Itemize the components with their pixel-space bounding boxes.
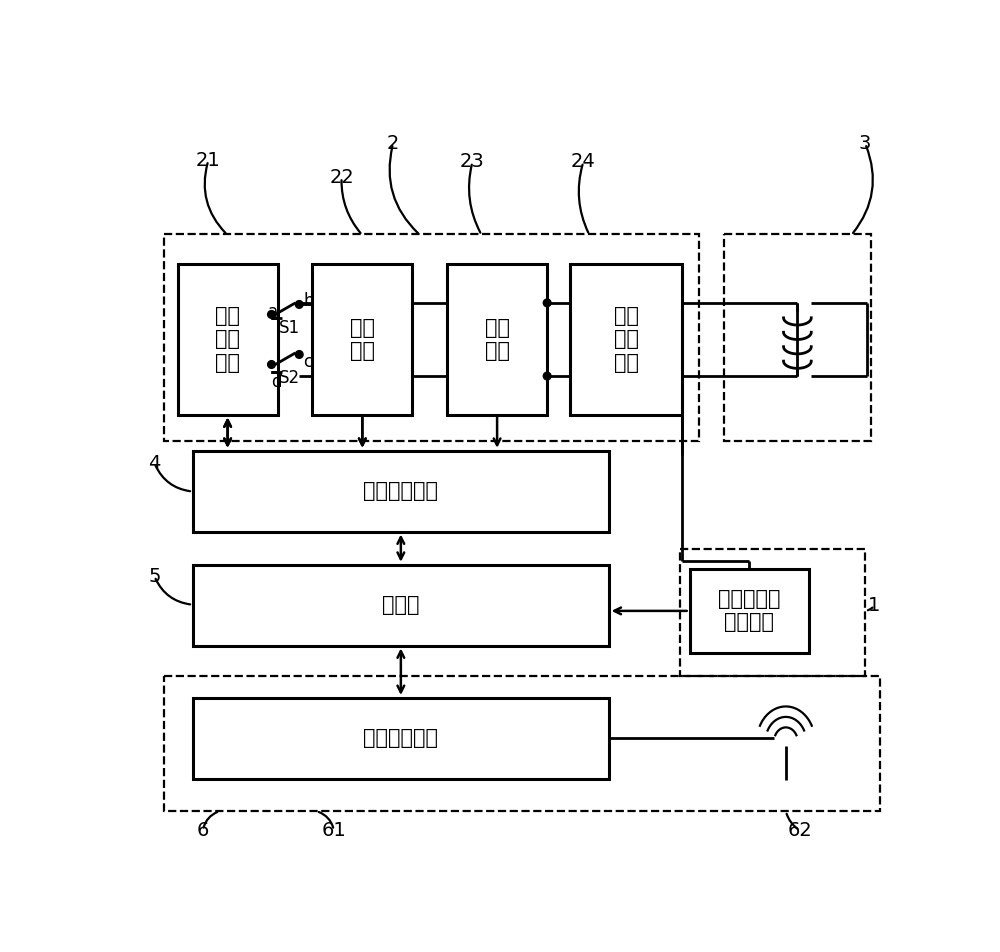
Text: 61: 61 bbox=[321, 821, 346, 840]
Text: 24: 24 bbox=[571, 152, 596, 171]
Text: 3: 3 bbox=[859, 134, 871, 153]
Text: S2: S2 bbox=[279, 368, 300, 387]
Bar bbox=[193, 698, 609, 779]
Bar bbox=[570, 265, 682, 414]
Bar bbox=[724, 233, 871, 442]
Text: 2: 2 bbox=[387, 134, 399, 153]
Text: d: d bbox=[271, 373, 282, 391]
Text: 21: 21 bbox=[196, 151, 221, 170]
Bar bbox=[193, 565, 609, 645]
Bar bbox=[164, 233, 699, 442]
Text: 22: 22 bbox=[329, 168, 354, 187]
Bar bbox=[178, 265, 278, 414]
Text: 采样控制单元: 采样控制单元 bbox=[363, 481, 438, 501]
Text: 全控
整流
电路: 全控 整流 电路 bbox=[215, 307, 240, 372]
Bar bbox=[447, 265, 547, 414]
Text: 23: 23 bbox=[460, 152, 485, 171]
Text: a: a bbox=[268, 303, 278, 321]
Text: 谐振
补偿
电路: 谐振 补偿 电路 bbox=[614, 307, 639, 372]
Text: 工控机: 工控机 bbox=[382, 595, 420, 615]
Circle shape bbox=[268, 310, 275, 318]
Text: 功率分析仪
或示波器: 功率分析仪 或示波器 bbox=[718, 589, 781, 632]
Text: b: b bbox=[303, 292, 314, 310]
Text: 逆变
电路: 逆变 电路 bbox=[485, 318, 510, 361]
Bar bbox=[680, 549, 865, 676]
Circle shape bbox=[543, 372, 551, 380]
Text: S1: S1 bbox=[279, 319, 300, 336]
Bar bbox=[193, 450, 609, 531]
Bar bbox=[164, 676, 880, 811]
Text: 5: 5 bbox=[148, 566, 161, 585]
Text: 6: 6 bbox=[197, 821, 209, 840]
Text: 调压
电路: 调压 电路 bbox=[350, 318, 375, 361]
Circle shape bbox=[295, 350, 303, 358]
Text: 4: 4 bbox=[148, 453, 161, 472]
Text: 1: 1 bbox=[868, 596, 881, 615]
Text: 通信测试设备: 通信测试设备 bbox=[363, 728, 438, 748]
Circle shape bbox=[268, 361, 275, 368]
Text: c: c bbox=[303, 353, 312, 371]
Text: 62: 62 bbox=[787, 821, 812, 840]
Bar bbox=[690, 568, 809, 653]
Circle shape bbox=[295, 301, 303, 308]
Circle shape bbox=[543, 299, 551, 307]
Bar bbox=[312, 265, 412, 414]
